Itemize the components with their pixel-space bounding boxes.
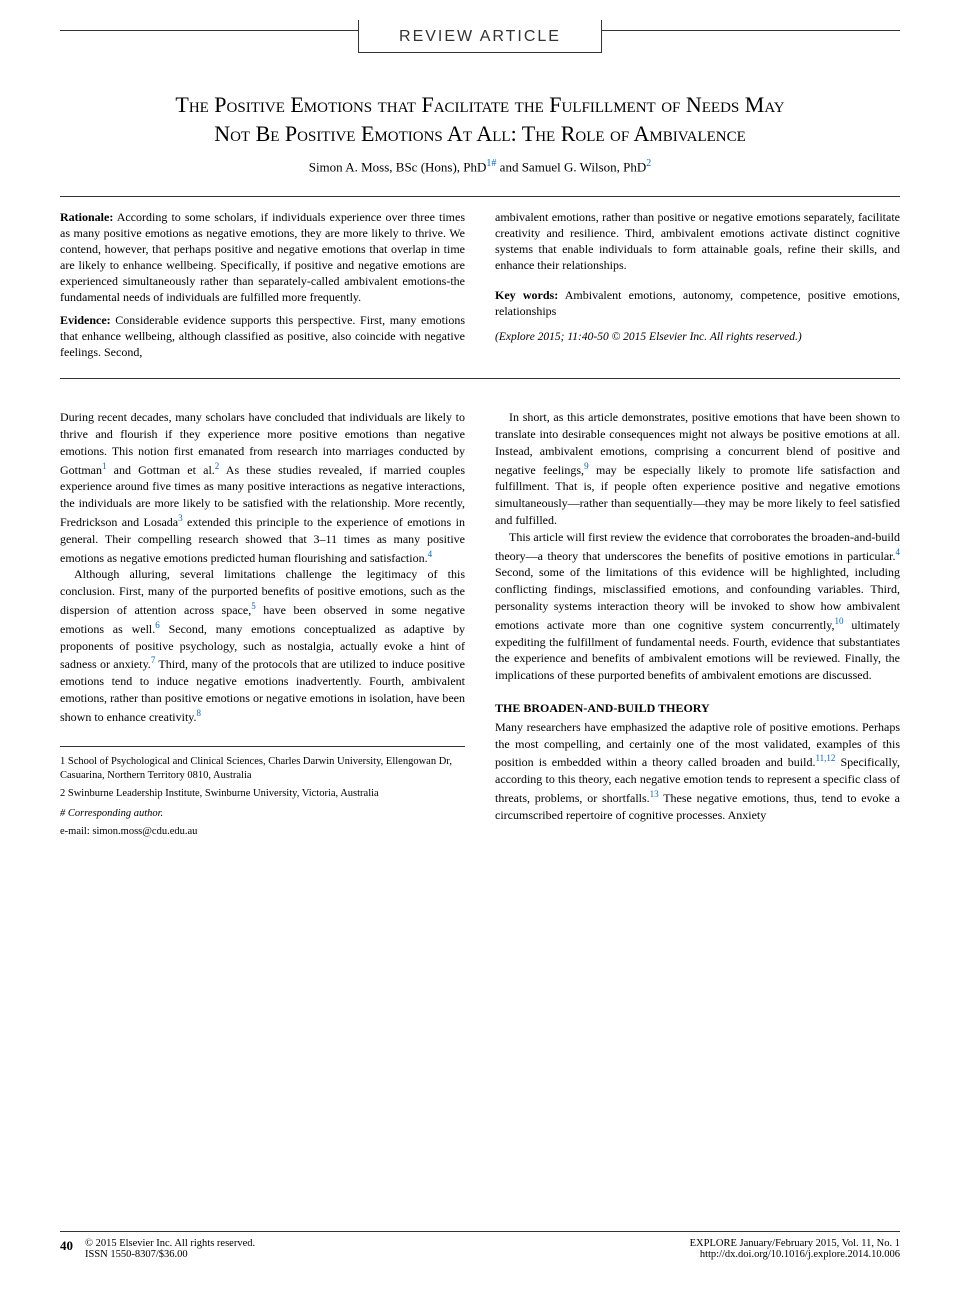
- author-2-affil-sup[interactable]: 2: [646, 158, 651, 169]
- affiliations-block: 1 School of Psychological and Clinical S…: [60, 746, 465, 840]
- section-heading: THE BROADEN-AND-BUILD THEORY: [495, 700, 900, 717]
- keywords-label: Key words:: [495, 288, 558, 302]
- title-line-1: The Positive Emotions that Facilitate th…: [175, 92, 784, 117]
- corresponding-author-note: # Corresponding author.: [60, 807, 465, 821]
- abstract-rationale: Rationale: According to some scholars, i…: [60, 209, 465, 306]
- email-address[interactable]: simon.moss@cdu.edu.au: [92, 826, 197, 837]
- reference-link[interactable]: 4: [428, 549, 433, 559]
- authors-line: Simon A. Moss, BSc (Hons), PhD1# and Sam…: [60, 158, 900, 175]
- abstract-column-right: ambivalent emotions, rather than positiv…: [495, 209, 900, 367]
- author-1: Simon A. Moss, BSc (Hons), PhD: [309, 160, 487, 175]
- article-type-badge: REVIEW ARTICLE: [358, 20, 602, 53]
- body-paragraph: In short, as this article demonstrates, …: [495, 409, 900, 529]
- citation-line: (Explore 2015; 11:40-50 © 2015 Elsevier …: [495, 330, 900, 346]
- reference-link[interactable]: 13: [650, 789, 659, 799]
- body-paragraph: During recent decades, many scholars hav…: [60, 409, 465, 566]
- author-separator: and: [496, 160, 521, 175]
- title-line-2: Not Be Positive Emotions At All: The Rol…: [214, 121, 746, 146]
- body-paragraph: Many researchers have emphasized the ada…: [495, 719, 900, 824]
- article-title: The Positive Emotions that Facilitate th…: [60, 91, 900, 148]
- page-footer: 40 © 2015 Elsevier Inc. All rights reser…: [60, 1231, 900, 1260]
- journal-issue: EXPLORE January/February 2015, Vol. 11, …: [690, 1238, 900, 1249]
- rationale-label: Rationale:: [60, 210, 113, 224]
- author-2: Samuel G. Wilson, PhD: [522, 160, 647, 175]
- footer-right: EXPLORE January/February 2015, Vol. 11, …: [690, 1238, 900, 1260]
- reference-link[interactable]: 8: [197, 708, 202, 718]
- rationale-text: According to some scholars, if individua…: [60, 210, 465, 305]
- affiliation-2: 2 Swinburne Leadership Institute, Swinbu…: [60, 787, 465, 801]
- issn-text: ISSN 1550-8307/$36.00: [85, 1249, 188, 1260]
- affiliation-1: 1 School of Psychological and Clinical S…: [60, 755, 465, 783]
- body-text: and Gottman et al.: [107, 463, 215, 477]
- evidence-label: Evidence:: [60, 313, 111, 327]
- body-paragraph: This article will first review the evide…: [495, 529, 900, 684]
- email-label: e-mail:: [60, 826, 92, 837]
- divider-rule: [60, 196, 900, 197]
- corresponding-email: e-mail: simon.moss@cdu.edu.au: [60, 825, 465, 839]
- footer-copyright-block: © 2015 Elsevier Inc. All rights reserved…: [85, 1238, 255, 1260]
- header-section: REVIEW ARTICLE: [60, 30, 900, 31]
- page-number: 40: [60, 1238, 73, 1260]
- keywords: Key words: Ambivalent emotions, autonomy…: [495, 287, 900, 319]
- footer-left: 40 © 2015 Elsevier Inc. All rights reser…: [60, 1238, 255, 1260]
- title-block: The Positive Emotions that Facilitate th…: [60, 91, 900, 176]
- abstract-section: Rationale: According to some scholars, i…: [60, 209, 900, 367]
- doi-link[interactable]: http://dx.doi.org/10.1016/j.explore.2014…: [700, 1249, 900, 1260]
- body-column-left: During recent decades, many scholars hav…: [60, 409, 465, 843]
- copyright-text: © 2015 Elsevier Inc. All rights reserved…: [85, 1238, 255, 1249]
- abstract-evidence: Evidence: Considerable evidence supports…: [60, 312, 465, 361]
- abstract-column-left: Rationale: According to some scholars, i…: [60, 209, 465, 367]
- evidence-text: Considerable evidence supports this pers…: [60, 313, 465, 359]
- abstract-continuation: ambivalent emotions, rather than positiv…: [495, 209, 900, 274]
- body-column-right: In short, as this article demonstrates, …: [495, 409, 900, 843]
- body-paragraph: Although alluring, several limitations c…: [60, 566, 465, 725]
- body-text: This article will first review the evide…: [495, 530, 900, 563]
- reference-link[interactable]: 10: [835, 616, 844, 626]
- reference-link[interactable]: 11,12: [815, 753, 835, 763]
- divider-rule: [60, 378, 900, 379]
- author-1-affil-sup[interactable]: 1#: [486, 158, 496, 169]
- reference-link[interactable]: 4: [896, 547, 901, 557]
- body-section: During recent decades, many scholars hav…: [60, 409, 900, 843]
